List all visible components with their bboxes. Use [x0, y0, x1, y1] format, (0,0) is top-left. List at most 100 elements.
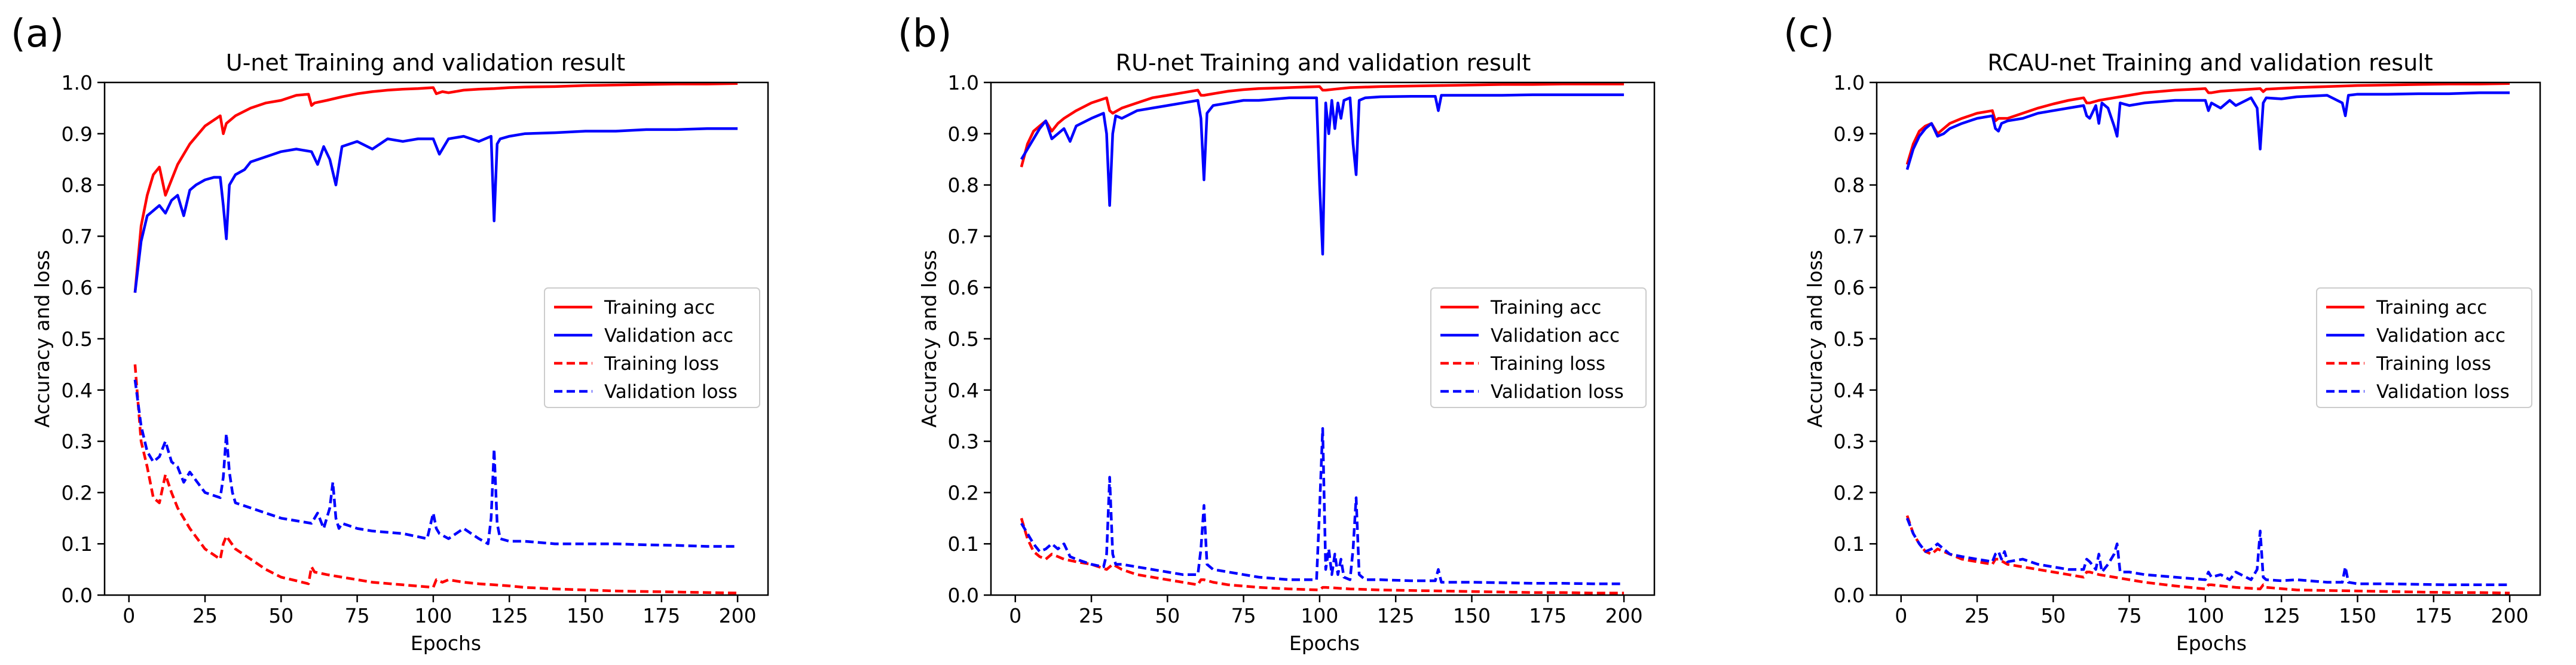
panel-b-x-tick-label: 125 [1377, 604, 1415, 627]
panel-c-x-tick-label: 200 [2491, 604, 2529, 627]
panel-c-legend-box [2316, 287, 2532, 408]
panel-a-y-tick-label: 0.1 [62, 532, 93, 556]
panel-a-x-tick-label: 125 [491, 604, 528, 627]
panel-c-series-training-acc [1905, 82, 2510, 165]
panel-a-x-tick-label: 100 [414, 604, 452, 627]
panel-c-y-tick-label: 0.5 [1834, 327, 1865, 351]
panel-a-x-tick-label: 75 [345, 604, 370, 627]
panel-c-y-tick-label: 0.1 [1834, 532, 1865, 556]
panel-c-series-validation-acc [1905, 91, 2510, 170]
panel-a-plot-area: 0 25 50 75 100 125 150 175 200 0.0 0.1 0.2 0.3 0.4 0.5… [62, 71, 769, 627]
panel-c-x-tick-label: 125 [2263, 604, 2300, 627]
panel-a-y-tick-label: 0.9 [62, 122, 93, 146]
panel-b-legend-label-training-loss: Training loss [1490, 353, 1605, 375]
panel-c: (c) RCAU-net Training and validation res… [1783, 12, 2541, 655]
panel-a-y-tick-label: 0.2 [62, 481, 93, 504]
panel-b-x-tick-label: 175 [1529, 604, 1567, 627]
panel-a-series-validation-loss [133, 379, 738, 548]
panel-c-y-tick-label: 0.2 [1834, 481, 1865, 504]
panel-b-legend-label-validation-loss: Validation loss [1491, 381, 1624, 403]
panel-a-y-tick-label: 1.0 [62, 71, 93, 94]
panel-c-legend-label-validation-loss: Validation loss [2376, 381, 2510, 403]
panel-a-series-validation-acc [133, 127, 738, 293]
panel-b: (b) RU-net Training and validation resul… [898, 12, 1656, 655]
panel-b-legend-label-validation-acc: Validation acc [1491, 325, 1620, 347]
panel-a-series-training-loss [133, 364, 738, 594]
panel-c-x-tick-label: 150 [2339, 604, 2376, 627]
panel-c-y-tick-label: 0.3 [1834, 430, 1865, 453]
panel-c-x-tick-label: 25 [1965, 604, 1990, 627]
panel-b-title: RU-net Training and validation result [1116, 50, 1531, 76]
panel-c-x-tick-label: 100 [2186, 604, 2224, 627]
panel-b-series-training-loss [1020, 517, 1624, 594]
panel-b-y-tick-label: 0.6 [948, 276, 979, 299]
panel-b-y-tick-label: 0.7 [948, 225, 979, 248]
panel-c-label: (c) [1783, 12, 1834, 56]
panel-a-y-tick-label: 0.6 [62, 276, 93, 299]
panel-b-x-tick-label: 50 [1155, 604, 1180, 627]
panel-c-x-tick-label: 50 [2040, 604, 2066, 627]
panel-c-y-tick-label: 0.4 [1834, 379, 1865, 402]
panel-a-x-tick-label: 200 [719, 604, 757, 627]
panel-a-series-training-acc [133, 82, 738, 293]
panel-a-legend-label-validation-loss: Validation loss [604, 381, 738, 403]
panel-a-y-tick-label: 0.0 [62, 584, 93, 607]
panel-b-x-tick-label: 75 [1231, 604, 1256, 627]
panel-b-plot-area: 0 25 50 75 100 125 150 175 200 0.0 0.1 0.2 0.3 0.4 0.5… [948, 71, 1656, 627]
panel-a-y-axis-label: Accuracy and loss [30, 250, 54, 427]
panel-c-y-tick-label: 0.7 [1834, 225, 1865, 248]
panel-c-y-tick-label: 1.0 [1834, 71, 1865, 94]
panel-b-y-tick-label: 0.0 [948, 584, 979, 607]
panel-a-y-tick-label: 0.5 [62, 327, 93, 351]
panel-a-x-tick-label: 50 [268, 604, 293, 627]
panel-a-x-tick-label: 25 [192, 604, 218, 627]
panel-b-x-tick-label: 25 [1079, 604, 1104, 627]
panel-b-label: (b) [898, 12, 952, 56]
panel-c-y-axis-label: Accuracy and loss [1803, 250, 1827, 427]
panel-a-legend-box [544, 287, 760, 408]
panel-b-x-tick-label: 150 [1453, 604, 1491, 627]
panel-a-y-tick-label: 0.8 [62, 174, 93, 197]
panel-c-y-tick-label: 0.6 [1834, 276, 1865, 299]
panel-b-legend-box [1430, 287, 1647, 408]
panel-b-y-tick-label: 0.9 [948, 122, 979, 146]
panel-c-x-tick-label: 75 [2117, 604, 2142, 627]
panel-c-x-tick-label: 0 [1895, 604, 1907, 627]
panel-a: (a) U-net Training and validation result… [11, 12, 769, 655]
panel-c-plot-area: 0 25 50 75 100 125 150 175 200 0.0 0.1 0.2 0.3 0.4 0.5… [1834, 71, 2541, 627]
panel-a-label: (a) [11, 12, 64, 56]
panel-b-series-validation-loss [1020, 427, 1624, 586]
panel-c-y-tick-label: 0.0 [1834, 584, 1865, 607]
panel-b-y-tick-label: 1.0 [948, 71, 979, 94]
panel-c-x-tick-label: 175 [2415, 604, 2452, 627]
panel-b-y-tick-label: 0.5 [948, 327, 979, 351]
panel-c-series-validation-loss [1905, 517, 2510, 587]
panel-b-legend: Training acc Validation acc Training loss V… [1430, 287, 1647, 408]
panel-b-legend-label-training-acc: Training acc [1490, 297, 1601, 318]
panel-c-legend-label-training-loss: Training loss [2376, 353, 2491, 375]
panel-a-legend-label-training-acc: Training acc [604, 297, 715, 318]
panel-c-legend-label-validation-acc: Validation acc [2376, 325, 2505, 347]
panel-a-y-tick-label: 0.3 [62, 430, 93, 453]
panel-a-x-tick-label: 150 [567, 604, 604, 627]
panel-a-x-tick-label: 175 [643, 604, 680, 627]
panel-b-y-axis-label: Accuracy and loss [917, 250, 941, 427]
panel-b-x-tick-label: 0 [1009, 604, 1021, 627]
panel-b-y-tick-label: 0.8 [948, 174, 979, 197]
panel-a-y-tick-label: 0.7 [62, 225, 93, 248]
panel-a-title: U-net Training and validation result [226, 50, 625, 76]
panel-c-y-tick-label: 0.9 [1834, 122, 1865, 146]
panel-c-legend: Training acc Validation acc Training loss V… [2316, 287, 2532, 408]
panel-b-x-tick-label: 100 [1301, 604, 1338, 627]
panel-a-legend: Training acc Validation acc Training loss V… [544, 287, 760, 408]
panel-a-legend-label-validation-acc: Validation acc [604, 325, 733, 347]
panel-c-title: RCAU-net Training and validation result [1987, 50, 2433, 76]
panel-a-x-tick-label: 0 [123, 604, 135, 627]
panel-b-y-tick-label: 0.1 [948, 532, 979, 556]
panel-b-series-validation-acc [1020, 93, 1624, 256]
panel-b-y-tick-label: 0.3 [948, 430, 979, 453]
panel-c-legend-label-training-acc: Training acc [2376, 297, 2487, 318]
panel-c-y-tick-label: 0.8 [1834, 174, 1865, 197]
